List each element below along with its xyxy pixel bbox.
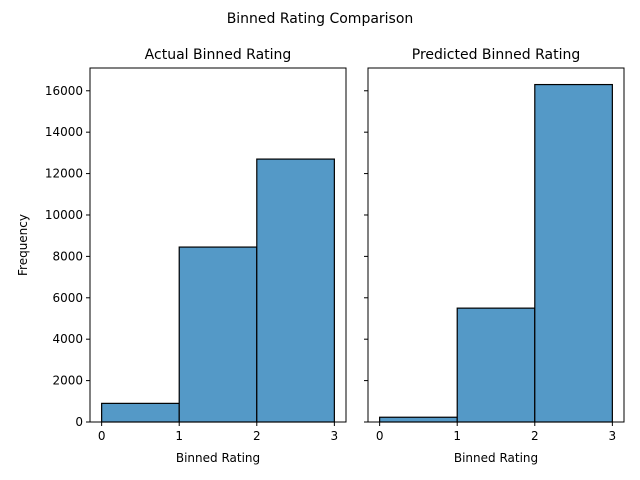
y-axis-label: Frequency	[16, 214, 30, 276]
x-axis-label: Binned Rating	[176, 451, 260, 465]
histogram-bar	[178, 246, 258, 423]
figure-title: Binned Rating Comparison	[227, 11, 414, 27]
subplot-1: 0 1 2 3 0 2000 4000 6000 8000 10000 12000 14000 1600…	[16, 47, 347, 465]
y-tick-label: 16000	[45, 84, 83, 98]
y-tick-label: 6000	[52, 291, 83, 305]
y-tick-label: 10000	[45, 208, 83, 222]
y-tick-label: 14000	[45, 125, 83, 139]
subplot-2: 0 1 2 3 Predicted Binned Rating Binned Rating	[364, 47, 625, 465]
x-tick-label: 1	[175, 429, 183, 443]
y-tick-label: 2000	[52, 374, 83, 388]
histogram-bar	[456, 307, 536, 423]
y-tick-label: 0	[75, 415, 83, 429]
histogram-bar	[379, 416, 458, 423]
plots-container: 0 1 2 3 0 2000 4000 6000 8000 10000 12000 14000 1600…	[16, 47, 625, 465]
axes-frame	[89, 67, 347, 423]
y-tick-label: 8000	[52, 249, 83, 263]
x-tick-label: 1	[453, 429, 461, 443]
y-tick-label: 4000	[52, 332, 83, 346]
axes-frame	[367, 67, 625, 423]
histogram-bar	[256, 158, 335, 423]
x-tick-label: 2	[531, 429, 539, 443]
histogram-bar	[534, 83, 613, 423]
subplot-title: Predicted Binned Rating	[412, 47, 581, 63]
x-tick-label: 0	[98, 429, 106, 443]
x-axis-label: Binned Rating	[454, 451, 538, 465]
x-tick-label: 2	[253, 429, 261, 443]
subplot-title: Actual Binned Rating	[145, 47, 292, 63]
y-tick-label: 12000	[45, 167, 83, 181]
x-tick-label: 3	[331, 429, 339, 443]
x-tick-label: 0	[376, 429, 384, 443]
x-tick-label: 3	[609, 429, 617, 443]
histogram-bar	[101, 402, 180, 423]
